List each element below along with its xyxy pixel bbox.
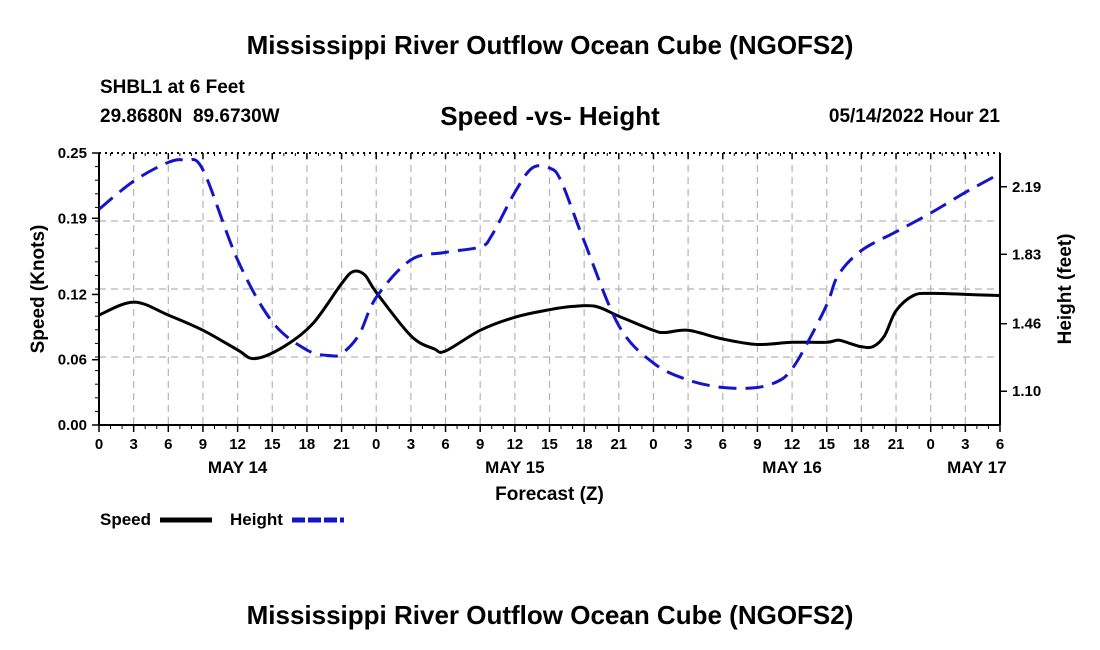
legend-label-speed: Speed: [100, 510, 151, 529]
right-y-tick-label: 1.10: [1012, 383, 1041, 400]
grid-layer: [99, 153, 1000, 425]
x-tick-label: 6: [719, 436, 727, 453]
x-tick-label: 18: [853, 436, 870, 453]
x-tick-label: 3: [407, 436, 415, 453]
left-y-tick-label: 0.25: [58, 145, 87, 162]
day-label: MAY 17: [947, 458, 1007, 477]
chart-title: Mississippi River Outflow Ocean Cube (NG…: [246, 30, 854, 60]
series-line-speed: [99, 269, 1000, 361]
x-tick-label: 15: [541, 436, 558, 453]
day-label: MAY 16: [762, 458, 822, 477]
x-tick-label: 12: [784, 436, 801, 453]
x-tick-label: 9: [199, 436, 207, 453]
day-label: MAY 14: [208, 458, 268, 477]
station-label: SHBL1 at 6 Feet: [100, 77, 245, 98]
x-tick-label: 0: [372, 436, 380, 453]
right-y-tick-label: 1.46: [1012, 316, 1041, 333]
x-tick-label: 21: [888, 436, 905, 453]
x-tick-label: 15: [264, 436, 281, 453]
x-tick-label: 6: [996, 436, 1004, 453]
footer-title: Mississippi River Outflow Ocean Cube (NG…: [246, 600, 854, 630]
x-tick-label: 3: [129, 436, 137, 453]
right-y-tick-label: 1.83: [1012, 246, 1041, 263]
label-layer: 0 3 6 9 12 15 18 21 0 3 6 9 12 15 18 21 0 3 6 9 12 15 18 21 0 3 6 M…: [28, 145, 1076, 505]
x-tick-label: 0: [927, 436, 935, 453]
left-y-tick-label: 0.19: [58, 210, 87, 227]
left-y-axis-title: Speed (Knots): [28, 225, 49, 354]
x-tick-label: 21: [610, 436, 627, 453]
x-tick-label: 0: [95, 436, 103, 453]
series-layer: [99, 157, 1000, 390]
x-axis-title: Forecast (Z): [495, 484, 604, 505]
right-y-tick-label: 2.19: [1012, 179, 1041, 196]
x-tick-label: 18: [299, 436, 316, 453]
series-line-height: [99, 157, 1000, 390]
x-tick-label: 0: [649, 436, 657, 453]
left-y-tick-label: 0.12: [58, 286, 87, 303]
chart-subtitle: Speed -vs- Height: [440, 101, 660, 131]
x-tick-label: 6: [164, 436, 172, 453]
x-tick-label: 3: [684, 436, 692, 453]
day-label: MAY 15: [485, 458, 545, 477]
x-tick-label: 9: [476, 436, 484, 453]
left-y-tick-label: 0.06: [58, 352, 87, 369]
x-tick-label: 6: [441, 436, 449, 453]
x-tick-label: 18: [576, 436, 593, 453]
left-y-tick-label: 0.00: [58, 417, 87, 434]
x-tick-label: 15: [818, 436, 835, 453]
legend-layer: Speed Height: [100, 510, 344, 529]
forecast-datetime: 05/14/2022 Hour 21: [828, 106, 1000, 127]
x-tick-label: 9: [753, 436, 761, 453]
x-tick-label: 12: [229, 436, 246, 453]
x-tick-label: 21: [333, 436, 350, 453]
x-tick-label: 3: [961, 436, 969, 453]
legend-label-height: Height: [230, 510, 283, 529]
station-coordinates: 29.8680N 89.6730W: [100, 106, 280, 127]
right-y-axis-title: Height (feet): [1055, 234, 1076, 345]
axis-layer: [92, 152, 1007, 432]
x-tick-label: 12: [507, 436, 524, 453]
